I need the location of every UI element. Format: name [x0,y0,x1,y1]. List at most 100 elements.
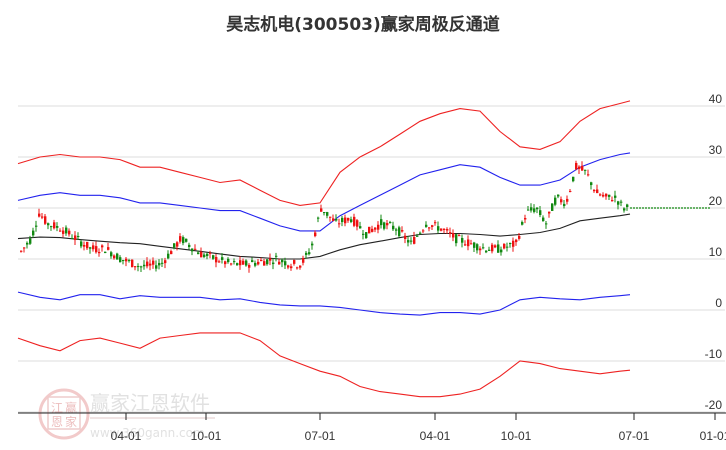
candle-body [170,251,173,255]
y-tick-label: 40 [709,92,723,106]
candle-body [83,245,86,247]
watermark-brand: 赢家江恩软件 [90,391,210,415]
candle-body [602,194,605,197]
candle-body [275,255,278,257]
candle-body [401,230,404,232]
candle-body [329,216,332,218]
candle-body [74,235,77,241]
candle-body [116,253,119,260]
candle-body [482,247,485,249]
candle-body [620,201,623,203]
candle-body [281,259,284,263]
candle-body [512,240,515,247]
candle-body [101,245,104,248]
candle-body [386,222,389,226]
candle-body [575,162,578,170]
candle-body [473,242,476,248]
x-tick-label: 10-01 [501,429,532,443]
candle-body [89,247,92,249]
candle-body [467,239,470,247]
candle-body [146,261,149,267]
candle-body [113,255,116,259]
candle-body [392,225,395,230]
candle-body [464,244,467,246]
candle-body [494,245,497,248]
candle-body [107,247,110,250]
candle-body [38,213,41,217]
candle-body [299,265,302,268]
x-tick-label: 01-01 [700,429,726,443]
candle-body [527,209,530,211]
candle-body [284,261,287,266]
candle-body [530,207,533,211]
candle-body [35,225,38,227]
candle-body [593,189,596,192]
candle-body [230,263,233,265]
candle-body [377,224,380,230]
candle-body [167,253,170,259]
candle-body [317,217,320,219]
seal-char: 恩 [51,415,63,429]
candle-body [164,260,167,264]
channel-lines [17,100,631,398]
y-tick-label: -10 [705,347,723,361]
candle-body [305,252,308,255]
candle-body [53,222,56,229]
candle-body [188,244,191,248]
candle-body [293,260,296,264]
candle-body [125,258,128,262]
candle-body [323,212,326,214]
candle-body [161,262,164,264]
candle-body [341,217,344,223]
candle-body [347,218,350,221]
candle-body [104,251,107,254]
candle-body [395,229,398,231]
candle-body [182,237,185,244]
candle-body [539,210,542,216]
candle-body [215,256,218,263]
candle-body [311,243,314,246]
seal-char: 赢 [65,400,77,415]
upper-outer-line [17,100,631,206]
candle-body [500,249,503,253]
candle-body [374,227,377,230]
candle-body [65,227,68,234]
candle-body [563,203,566,207]
y-tick-label: 30 [709,143,723,157]
candle-body [137,266,140,268]
candle-body [296,267,299,269]
candle-body [77,236,80,238]
candle-body [260,260,263,262]
candle-body [110,252,113,257]
candle-body [68,230,71,235]
candle-body [422,230,425,232]
candle-body [194,248,197,250]
candle-body [590,182,593,186]
candle-body [449,232,452,234]
candle-body [128,260,131,262]
candle-body [236,263,239,266]
candle-body [80,241,83,247]
candle-body [371,228,374,232]
candle-body [239,260,242,266]
candle-body [152,260,155,265]
candle-body [416,235,419,237]
candle-body [533,208,536,212]
candle-body [380,219,383,226]
candle-body [521,222,524,225]
gridlines [18,105,725,413]
candle-body [578,166,581,169]
candle-body [356,220,359,227]
candle-body [551,203,554,211]
candle-body [221,257,224,260]
candle-body [20,250,23,252]
candle-body [119,257,122,263]
candle-body [173,243,176,248]
candle-body [350,219,353,222]
candle-body [440,228,443,231]
candlesticks [20,160,629,273]
candle-body [290,266,293,269]
candle-body [368,226,371,234]
candle-body [491,244,494,252]
candle-body [437,226,440,231]
